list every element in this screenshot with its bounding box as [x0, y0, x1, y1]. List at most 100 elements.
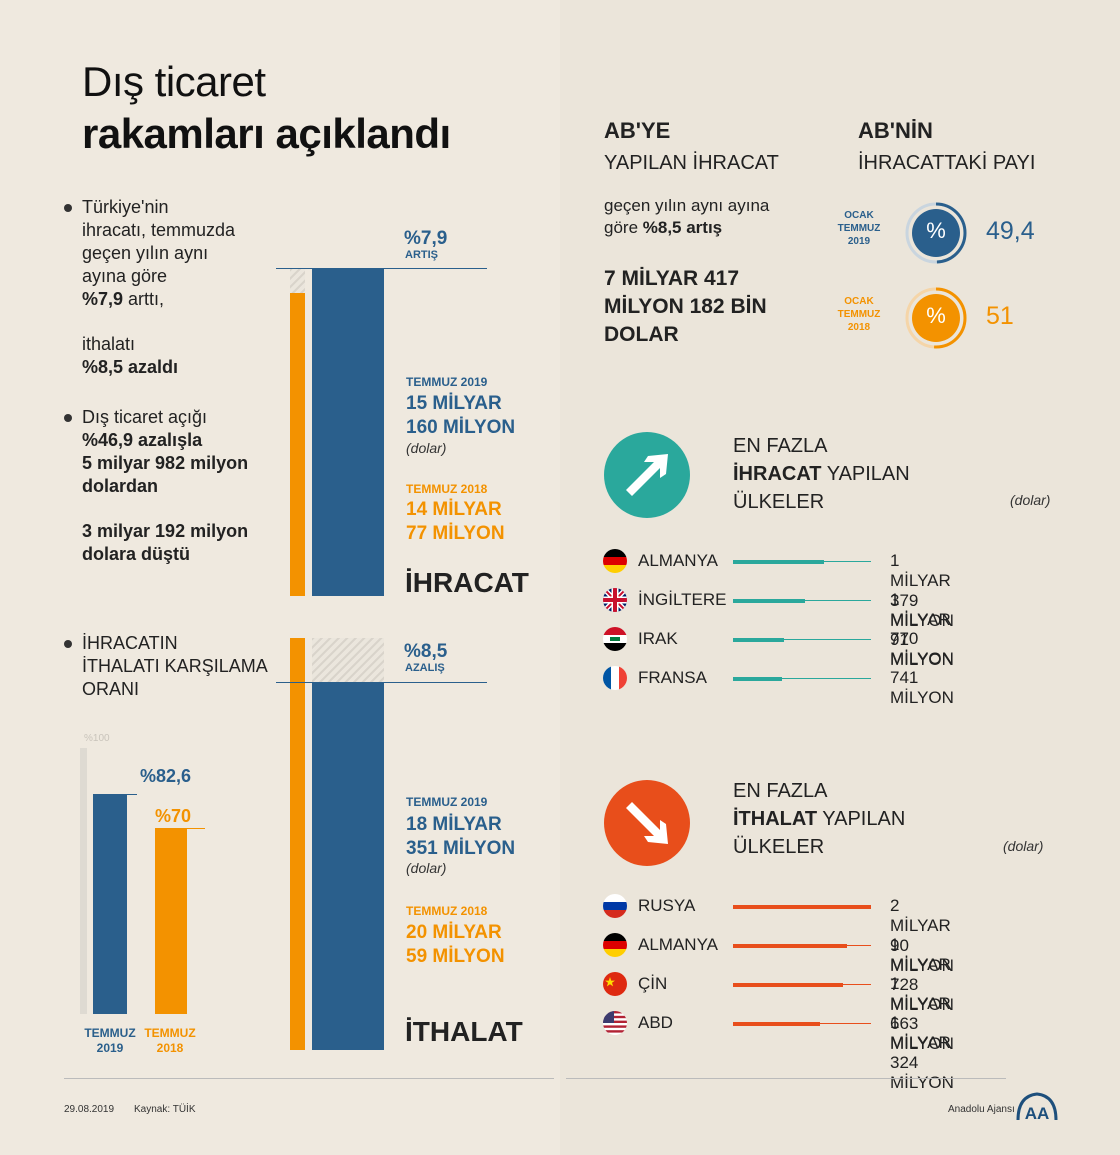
- text-line: İTHALATI KARŞILAMA: [82, 656, 268, 676]
- country-value: 1 MİLYAR 663 MİLYON: [890, 974, 954, 1053]
- import-decrease-text: %8,5 azaldı: [82, 357, 179, 377]
- import-decrease-hatch: [312, 638, 384, 682]
- country-value: 2 MİLYAR 90 MİLYON: [890, 896, 954, 975]
- country-value: 1 MİLYAR 91 MİLYON: [890, 590, 954, 669]
- export-unit: (dolar): [406, 440, 447, 456]
- text-line: 14 MİLYAR: [406, 499, 502, 520]
- export-increase-hatch: [290, 269, 305, 293]
- country-name: IRAK: [638, 629, 678, 648]
- text-line: TEMMUZ: [837, 223, 881, 234]
- coverage-2019-value: %82,6: [140, 766, 192, 786]
- ab-share-2019-ring: [905, 202, 967, 264]
- export-increase-pct: %7,9: [82, 289, 124, 309]
- import-2019-bar: [312, 682, 384, 1050]
- export-2019-level-line: [276, 268, 487, 269]
- ab-export-heading2: YAPILAN İHRACAT: [604, 152, 779, 174]
- text-line: EN FAZLA: [733, 435, 828, 457]
- country-value: 1 MİLYAR 379 MİLYON: [890, 551, 954, 630]
- country-name: FRANSA: [638, 668, 707, 687]
- export-2018-label: TEMMUZ 2018: [406, 482, 488, 496]
- export-2018-value: 14 MİLYAR 77 MİLYON: [406, 498, 505, 546]
- value-bar: [733, 559, 824, 564]
- country-name: ÇİN: [638, 974, 668, 993]
- ring-progress: [905, 287, 967, 349]
- text-line: TEMMUZ: [144, 1026, 196, 1040]
- value-bar: [733, 982, 843, 987]
- text-line: 351 MİLYON: [406, 838, 516, 859]
- coverage-2018-value: %70: [155, 806, 192, 826]
- text-line: 2019: [96, 1041, 124, 1055]
- footer-source: Kaynak: TÜİK: [134, 1104, 196, 1115]
- text-fragment: YAPILAN: [821, 463, 910, 485]
- aa-logo-icon: AA: [1016, 1092, 1058, 1123]
- text-line: Dış ticaret açığı: [82, 407, 208, 427]
- text-line: dolardan: [82, 476, 159, 496]
- ab-share-heading2: İHRACATTAKİ PAYI: [858, 152, 1036, 174]
- text-line: ÜLKELER: [733, 836, 825, 858]
- ring-center: [912, 209, 960, 257]
- text-fragment: arttı,: [123, 289, 165, 309]
- coverage-2019-marker: [93, 794, 137, 796]
- ab-export-heading1: AB'YE: [604, 118, 671, 143]
- coverage-2019-label: TEMMUZ 2019: [84, 1026, 136, 1056]
- country-name: İNGİLTERE: [638, 590, 727, 609]
- text-line: geçen yılın aynı ayına: [604, 196, 770, 215]
- text-fragment: YAPILAN: [817, 808, 906, 830]
- arrow-down-left-icon: [604, 780, 690, 866]
- text-line: DOLAR: [604, 323, 679, 346]
- anadolu-agency-logo: AA: [1016, 1090, 1058, 1123]
- import-countries-heading: EN FAZLA İTHALAT YAPILAN ÜLKELER: [733, 777, 905, 861]
- export-countries-heading: EN FAZLA İHRACAT YAPILAN ÜLKELER: [733, 432, 910, 516]
- footer-date: 29.08.2019: [64, 1104, 115, 1115]
- value-track-line: [733, 678, 871, 679]
- text-line: göre %8,5 artış: [604, 217, 769, 239]
- export-2019-bar: [312, 269, 384, 596]
- flag-ingiltere-icon: [603, 588, 627, 612]
- flag-cin-icon: [603, 972, 627, 996]
- ab-share-2019-period: OCAK TEMMUZ 2019: [832, 209, 886, 248]
- text-fragment: göre: [604, 218, 643, 237]
- percent-icon: %: [926, 218, 946, 243]
- bullet-dot: [64, 204, 72, 212]
- import-2018-label: TEMMUZ 2018: [406, 904, 488, 918]
- text-line: İHRACATIN: [82, 633, 178, 653]
- text-line: dolara düştü: [82, 544, 191, 564]
- value-bar: [733, 943, 847, 948]
- ab-export-increase: %8,5 artış: [642, 218, 723, 237]
- flag-almanya-icon: [603, 933, 627, 957]
- value-track-line: [733, 639, 871, 640]
- country-name: ABD: [638, 1013, 673, 1032]
- bullet-export-import-text: Türkiye'nin ihracatı, temmuzda geçen yıl…: [82, 196, 282, 379]
- flag-rusya-icon: [603, 894, 627, 918]
- ring-progress: [905, 202, 967, 264]
- ab-share-2018-ring: [905, 287, 967, 349]
- text-line: TEMMUZ: [84, 1026, 136, 1040]
- coverage-bar-2019: [93, 794, 127, 1014]
- text-line: 2018: [847, 322, 871, 333]
- import-2019-value: 18 MİLYAR 351 MİLYON: [406, 813, 515, 861]
- logo-text: AA: [1025, 1104, 1050, 1122]
- import-2019-label: TEMMUZ 2019: [406, 795, 488, 809]
- country-name: ALMANYA: [638, 551, 718, 570]
- text-line: 18 MİLYAR: [406, 814, 502, 835]
- export-change-value: %7,9: [404, 228, 448, 249]
- export-2019-value: 15 MİLYAR 160 MİLYON: [406, 392, 515, 440]
- text-line: İHRACAT YAPILAN: [733, 460, 910, 488]
- text-line: geçen yılın aynı: [82, 243, 209, 263]
- value-bar: [733, 676, 782, 681]
- value-bar: [733, 1021, 820, 1026]
- text-line: TEMMUZ: [837, 309, 881, 320]
- text-line: 5 milyar 982 milyon: [82, 453, 249, 473]
- text-line: %46,9 azalışla: [82, 430, 203, 450]
- text-line: 7 MİLYAR 417: [604, 267, 740, 290]
- text-line: 160 MİLYON: [406, 417, 516, 438]
- text-line: Türkiye'nin: [82, 197, 169, 217]
- ab-export-desc: geçen yılın aynı ayına göre %8,5 artış: [604, 195, 769, 239]
- country-value: 770 MİLYON: [890, 629, 954, 668]
- coverage-2018-label: TEMMUZ 2018: [143, 1026, 197, 1056]
- text-line: OCAK: [844, 210, 874, 221]
- text-fragment: İTHALAT: [733, 808, 818, 830]
- text-line: 2019: [847, 236, 871, 247]
- text-line: 77 MİLYON: [406, 523, 505, 544]
